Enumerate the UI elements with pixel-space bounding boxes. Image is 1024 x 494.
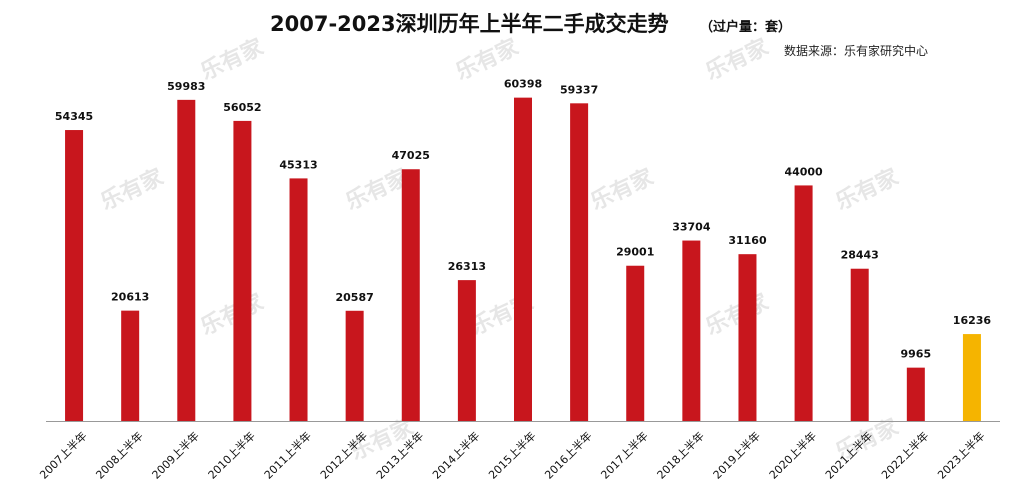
data-label: 47025 (392, 149, 430, 162)
x-tick-label: 2014上半年 (429, 429, 482, 482)
bar (289, 178, 308, 421)
chart-source: 数据来源：乐有家研究中心 (784, 44, 929, 58)
watermark-logo: 乐有家 (702, 34, 774, 86)
data-label: 9965 (901, 348, 932, 361)
x-tick-label: 2007上半年 (37, 429, 90, 482)
data-label: 59337 (560, 83, 598, 96)
data-label: 28443 (841, 249, 879, 262)
data-label: 29001 (616, 246, 654, 259)
x-tick-label: 2016上半年 (542, 429, 595, 482)
x-tick-label: 2008上半年 (93, 429, 146, 482)
data-label: 33704 (672, 221, 711, 234)
x-tick-label: 2020上半年 (766, 429, 819, 482)
watermark-logo: 乐有家 (197, 34, 269, 86)
watermark-logo: 乐有家 (702, 289, 774, 341)
data-label: 44000 (784, 165, 823, 178)
bar (177, 99, 196, 422)
bar (65, 130, 84, 421)
bar (906, 367, 925, 421)
x-tick-label: 2019上半年 (710, 429, 763, 482)
bar (794, 185, 813, 421)
data-label: 26313 (448, 260, 486, 273)
data-label: 20587 (336, 291, 374, 304)
data-label: 31160 (728, 234, 767, 247)
bar (514, 97, 532, 421)
bar (738, 254, 757, 421)
watermark-logo: 乐有家 (832, 164, 904, 216)
chart-title: 2007-2023深圳历年上半年二手成交走势 (270, 12, 669, 36)
x-tick-label: 2018上半年 (654, 429, 707, 482)
bar (233, 120, 252, 421)
x-tick-label: 2017上半年 (598, 429, 651, 482)
data-label: 56052 (223, 101, 261, 114)
x-tick-label: 2010上半年 (205, 429, 258, 482)
bar (121, 310, 140, 421)
watermark-logo: 乐有家 (197, 289, 269, 341)
bar (962, 334, 981, 421)
data-label: 59983 (167, 80, 205, 93)
data-label: 16236 (953, 314, 992, 327)
chart-unit: （过户量：套） (700, 20, 792, 35)
watermark-logo: 乐有家 (97, 164, 169, 216)
x-tick-label: 2015上半年 (486, 429, 539, 482)
watermark-logo: 乐有家 (587, 164, 659, 216)
data-label: 60398 (504, 78, 542, 91)
x-tick-label: 2011上半年 (261, 429, 314, 482)
bar (570, 103, 589, 421)
x-tick-label: 2009上半年 (149, 429, 202, 482)
bar (682, 240, 701, 421)
bar (457, 280, 476, 421)
x-tick-label: 2023上半年 (934, 429, 987, 482)
data-label: 45313 (279, 158, 317, 171)
bar (401, 169, 420, 421)
bar (850, 268, 869, 421)
bar (626, 265, 645, 421)
data-label: 20613 (111, 291, 149, 304)
bar (345, 310, 364, 421)
data-label: 54345 (55, 110, 93, 123)
